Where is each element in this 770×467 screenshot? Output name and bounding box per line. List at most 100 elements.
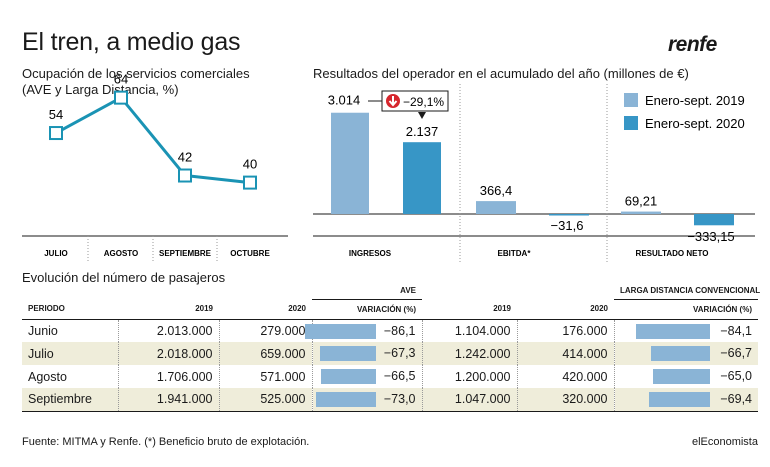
cell-ave-2019: 1.706.000 [117, 365, 219, 388]
col-header-periodo: PERIODO [22, 299, 118, 320]
cell-ld-2020: 320.000 [516, 388, 614, 412]
publisher-brand: elEconomista [691, 436, 758, 448]
bar-ingresos-2019 [331, 112, 369, 214]
cell-ave-2020: 279.000 [218, 319, 312, 342]
down-arrow-glyph [388, 96, 398, 107]
ld-variation-bar [648, 392, 710, 407]
col-header-ld-2020: 2020 [517, 299, 614, 320]
x-tick-label-ebitda: EBITDA* [498, 249, 532, 258]
bar-ebitda-2019 [476, 201, 516, 214]
data-point-octubre [243, 175, 257, 190]
x-tick-label-julio: JULIO [44, 249, 68, 258]
value-label-ebitda-2019: 366,4 [480, 183, 513, 198]
table-row: Agosto 1.706.000 571.000 −66,5 1.200.000 420.… [22, 365, 758, 388]
bar-resultado-neto-2020 [694, 214, 734, 226]
renfe-logo: renfe [668, 33, 717, 56]
occupancy-series-line [55, 96, 251, 185]
variation-value: −84,1 [720, 323, 752, 338]
legend-swatch-2019 [624, 93, 638, 107]
col-header-ave-2019: 2019 [118, 299, 219, 320]
cell-periodo: Septiembre [22, 388, 118, 412]
data-label-septiembre: 42 [178, 150, 192, 165]
ld-variation-bar [636, 323, 710, 339]
cell-ave-2020: 571.000 [218, 365, 312, 388]
col-header-ld-2019: 2019 [422, 299, 517, 320]
bar-resultado-neto-2019 [621, 211, 661, 214]
occupancy-line-chart: 54 JULIO 64 AGOSTO 42 SEPTIEMBRE 40 OCTUBRE [22, 72, 288, 262]
cell-ld-variacion: −69,4 [613, 388, 758, 412]
variation-value: −73,0 [383, 392, 416, 406]
cell-ave-variacion: −86,1 [304, 319, 422, 342]
legend-swatch-2020 [624, 116, 638, 130]
source-note: Fuente: MITMA y Renfe. (*) Beneficio bru… [22, 436, 310, 448]
occupancy-chart-title: Ocupación de los servicios comerciales (… [22, 66, 250, 98]
ave-variation-bar [315, 392, 376, 407]
results-bar-chart: 3.014 2.137 INGRESOS 366,4 −31,6 EBITDA* 69,21… [313, 84, 755, 262]
table-row: Septiembre 1.941.000 525.000 −73,0 1.047.000… [22, 388, 758, 412]
value-label-resultado-neto-2020: −333,15 [687, 229, 734, 244]
cell-ld-2019: 1.047.000 [421, 388, 517, 412]
legend-label-2019: Enero-sept. 2019 [645, 93, 745, 108]
cell-periodo: Agosto [28, 369, 67, 384]
x-tick-label-octubre: OCTUBRE [230, 249, 270, 258]
ave-variation-bar [304, 323, 376, 339]
occupancy-title-line1: Ocupación de los servicios comerciales [22, 66, 250, 81]
legend-label-2020: Enero-sept. 2020 [645, 116, 745, 131]
table-row: Junio 2.013.000 279.000 −86,1 1.104.000 176.0… [22, 319, 758, 342]
cell-ave-2019: 2.018.000 [117, 342, 219, 365]
ave-variation-bar [320, 346, 376, 361]
cell-ld-2019: 1.242.000 [421, 342, 517, 365]
cell-ld-2020: 420.000 [516, 365, 614, 388]
bar-ingresos-2020 [403, 142, 441, 214]
group-header-ld: LARGA DISTANCIA CONVENCIONAL [614, 282, 760, 300]
ld-variation-bar [652, 369, 710, 384]
cell-ave-2020: 525.000 [218, 388, 312, 412]
callout-pointer-icon [418, 112, 426, 119]
data-label-octubre: 40 [243, 157, 257, 172]
variation-value: −86,1 [383, 323, 416, 338]
callout-value: −29,1% [403, 95, 444, 109]
passengers-table: AVE LARGA DISTANCIA CONVENCIONAL PERIODO… [22, 282, 760, 412]
value-label-ebitda-2020: −31,6 [551, 218, 584, 233]
cell-ld-2020: 414.000 [516, 342, 614, 365]
value-label-ingresos-2020: 2.137 [406, 124, 439, 139]
x-tick-label-septiembre: SEPTIEMBRE [159, 249, 212, 258]
x-tick-label-resultado-neto: RESULTADO NETO [636, 249, 709, 258]
cell-ld-variacion: −65,0 [613, 365, 758, 388]
cell-ld-2019: 1.200.000 [421, 365, 517, 388]
cell-ave-variacion: −66,5 [311, 365, 422, 388]
data-point-agosto [114, 90, 128, 105]
cell-ave-variacion: −67,3 [311, 342, 422, 365]
cell-ave-2019: 2.013.000 [117, 319, 219, 342]
cell-ave-2020: 659.000 [218, 342, 312, 365]
value-label-ingresos-2019: 3.014 [328, 93, 361, 108]
cell-periodo: Junio [28, 323, 58, 338]
callout-box [381, 90, 449, 112]
cell-periodo: Julio [22, 342, 118, 365]
variation-value: −65,0 [720, 369, 752, 383]
cell-ld-2020: 176.000 [516, 319, 614, 342]
cell-ld-variacion: −66,7 [613, 342, 758, 365]
cell-ld-2019: 1.104.000 [421, 319, 517, 342]
variation-value: −66,5 [383, 369, 416, 383]
ave-variation-bar [320, 369, 376, 384]
col-header-ld-variacion: VARIACIÓN (%) [614, 299, 758, 320]
data-point-septiembre [178, 168, 192, 183]
results-chart-title: Resultados del operador en el acumulado … [313, 66, 689, 81]
data-point-julio [49, 126, 63, 141]
value-label-resultado-neto-2019: 69,21 [625, 194, 658, 209]
table-row: Julio 2.018.000 659.000 −67,3 1.242.000 414.0… [22, 342, 758, 365]
data-label-agosto: 64 [114, 72, 128, 87]
group-header-ave: AVE [312, 282, 422, 300]
bar-ebitda-2020 [549, 214, 589, 216]
occupancy-title-line2: (AVE y Larga Distancia, %) [22, 82, 179, 97]
variation-value: −69,4 [720, 392, 752, 406]
cell-ave-variacion: −73,0 [311, 388, 422, 412]
data-label-julio: 54 [49, 107, 63, 122]
x-tick-label-agosto: AGOSTO [104, 249, 139, 258]
x-tick-label-ingresos: INGRESOS [349, 249, 392, 258]
cell-ld-variacion: −84,1 [613, 319, 758, 342]
page-title: El tren, a medio gas [22, 28, 241, 56]
col-header-ave-2020: 2020 [219, 299, 312, 320]
col-header-ave-variacion: VARIACIÓN (%) [312, 299, 422, 320]
